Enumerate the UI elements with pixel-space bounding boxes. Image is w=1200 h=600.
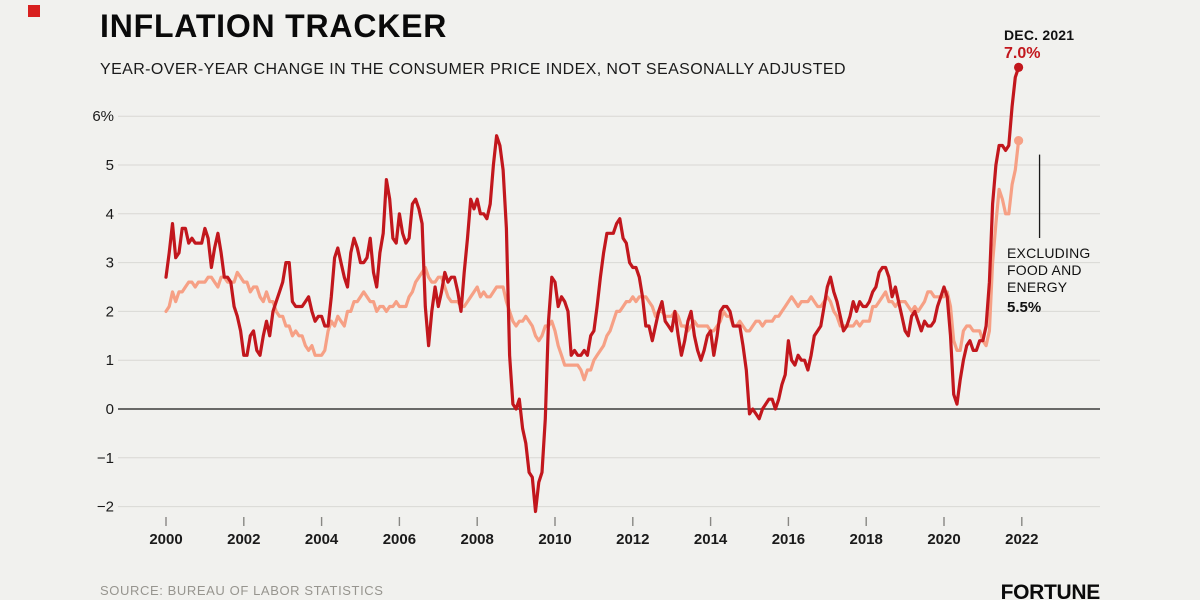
core-cpi-line	[164, 139, 1021, 382]
chart-subtitle: YEAR-OVER-YEAR CHANGE IN THE CONSUMER PR…	[100, 61, 846, 78]
x-axis-label: 2014	[694, 531, 728, 548]
brand-red-square	[28, 5, 40, 17]
x-axis-label: 2018	[850, 531, 883, 548]
x-axis-label: 2000	[149, 531, 182, 548]
x-axis-label: 2022	[1005, 531, 1038, 548]
x-axis-label: 2002	[227, 531, 260, 548]
y-axis-label: 4	[106, 206, 114, 223]
x-axis-label: 2006	[383, 531, 416, 548]
annotation-core-value: 5.5%	[1007, 299, 1042, 316]
annotation-headline-value: 7.0%	[1004, 45, 1041, 62]
fortune-logo: FORTUNE	[1000, 581, 1101, 600]
headline-end-dot	[1014, 62, 1024, 72]
y-axis-label: 0	[106, 401, 114, 418]
annotation-headline-date: DEC. 2021	[1004, 27, 1075, 43]
x-axis-label: 2016	[772, 531, 805, 548]
x-axis-label: 2004	[305, 531, 339, 548]
x-axis-label: 2020	[927, 531, 960, 548]
chart-title: INFLATION TRACKER	[100, 8, 448, 44]
y-axis-label: 3	[106, 255, 114, 272]
headline-cpi-line	[164, 65, 1021, 514]
core-end-dot	[1014, 136, 1024, 146]
x-axis-label: 2010	[538, 531, 571, 548]
y-axis-label: 1	[106, 352, 114, 369]
annotation-headline-latest: DEC. 2021 7.0%	[1004, 27, 1134, 63]
y-axis-label: 5	[106, 157, 114, 174]
y-axis-label: −2	[97, 499, 114, 516]
source-note: SOURCE: BUREAU OF LABOR STATISTICS	[100, 583, 384, 600]
y-axis-label: 2	[106, 303, 114, 320]
x-axis-label: 2012	[616, 531, 649, 548]
annotation-core-latest: EXCLUDING FOOD AND ENERGY 5.5%	[1007, 245, 1103, 316]
annotation-core-label: EXCLUDING FOOD AND ENERGY	[1007, 245, 1091, 295]
y-axis-label: −1	[97, 450, 114, 467]
x-axis-label: 2008	[461, 531, 494, 548]
y-axis-label: 6%	[92, 108, 114, 125]
